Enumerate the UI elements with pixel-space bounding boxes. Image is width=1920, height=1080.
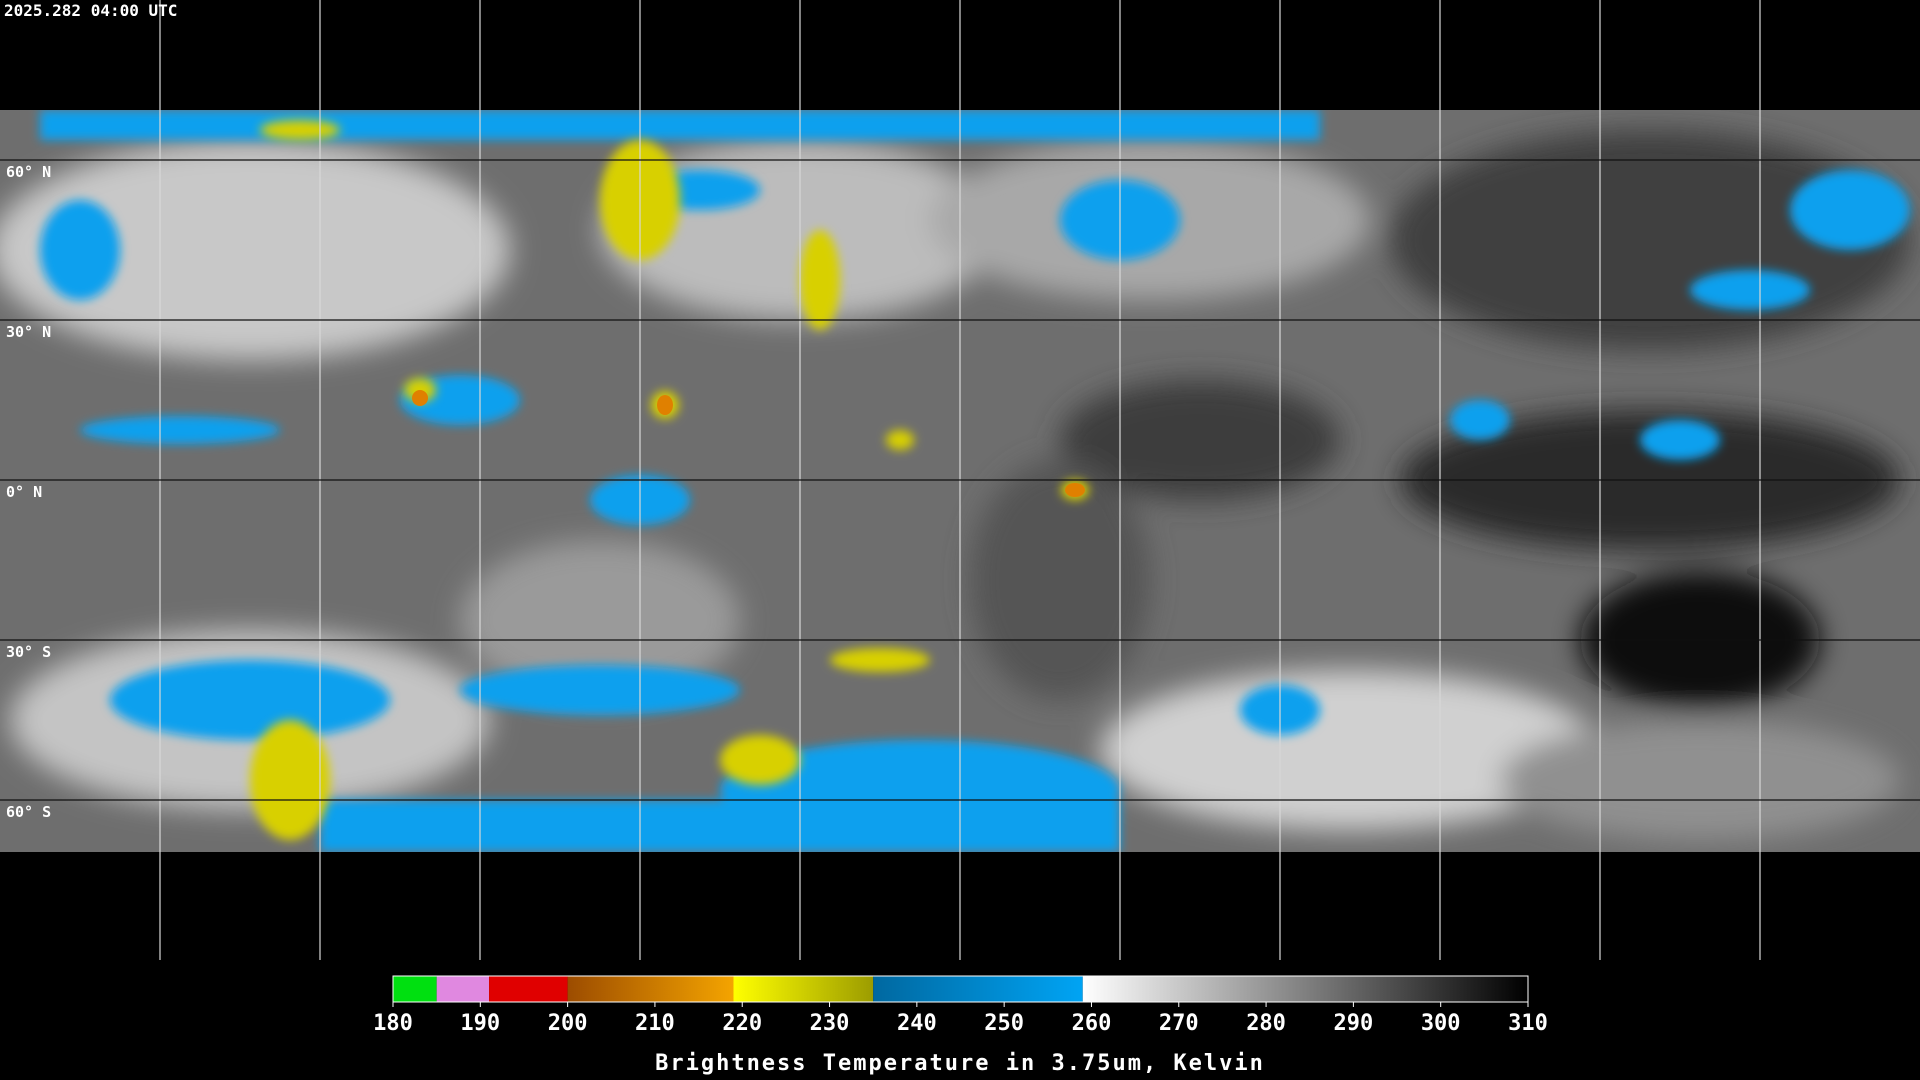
colorbar-segment <box>489 976 568 1002</box>
colorbar-tick-label: 290 <box>1334 1011 1374 1036</box>
colorbar-tick-label: 310 <box>1508 1011 1548 1036</box>
colorbar-segment <box>567 976 734 1002</box>
colorbar-tick-label: 250 <box>984 1011 1024 1036</box>
colorbar-tick-label: 240 <box>897 1011 937 1036</box>
colorbar-segment <box>1082 976 1528 1002</box>
colorbar: 180 190 200 210 220 230 240 250 260 270 280 290 300 3… <box>373 975 1548 1036</box>
latitude-label: 60° N <box>6 163 51 181</box>
colorbar-tick-label: 190 <box>460 1011 500 1036</box>
colorbar-tick-label: 200 <box>548 1011 588 1036</box>
latitude-label: 30° S <box>6 643 51 661</box>
colorbar-tick-label: 280 <box>1246 1011 1286 1036</box>
colorbar-tick-label: 180 <box>373 1011 413 1036</box>
colorbar-tick-label: 300 <box>1421 1011 1461 1036</box>
latitude-label: 60° S <box>6 803 51 821</box>
colorbar-title: Brightness Temperature in 3.75um, Kelvin <box>655 1051 1265 1076</box>
colorbar-frame <box>392 975 1529 1003</box>
colorbar-segment <box>873 976 1083 1002</box>
colorbar-segment <box>436 976 490 1002</box>
latitude-grid: 60° N 30° N 0° N 30° S 60° S <box>0 159 1920 821</box>
timestamp: 2025.282 04:00 UTC <box>4 1 177 20</box>
latitude-label: 30° N <box>6 323 51 341</box>
colorbar-segment <box>733 976 874 1002</box>
colorbar-tick-label: 210 <box>635 1011 675 1036</box>
colorbar-tick-label: 220 <box>722 1011 762 1036</box>
latitude-label: 0° N <box>6 483 42 501</box>
colorbar-tick-label: 230 <box>810 1011 850 1036</box>
colorbar-tick-label: 260 <box>1072 1011 1112 1036</box>
colorbar-tick-label: 270 <box>1159 1011 1199 1036</box>
colorbar-segment <box>393 976 437 1002</box>
